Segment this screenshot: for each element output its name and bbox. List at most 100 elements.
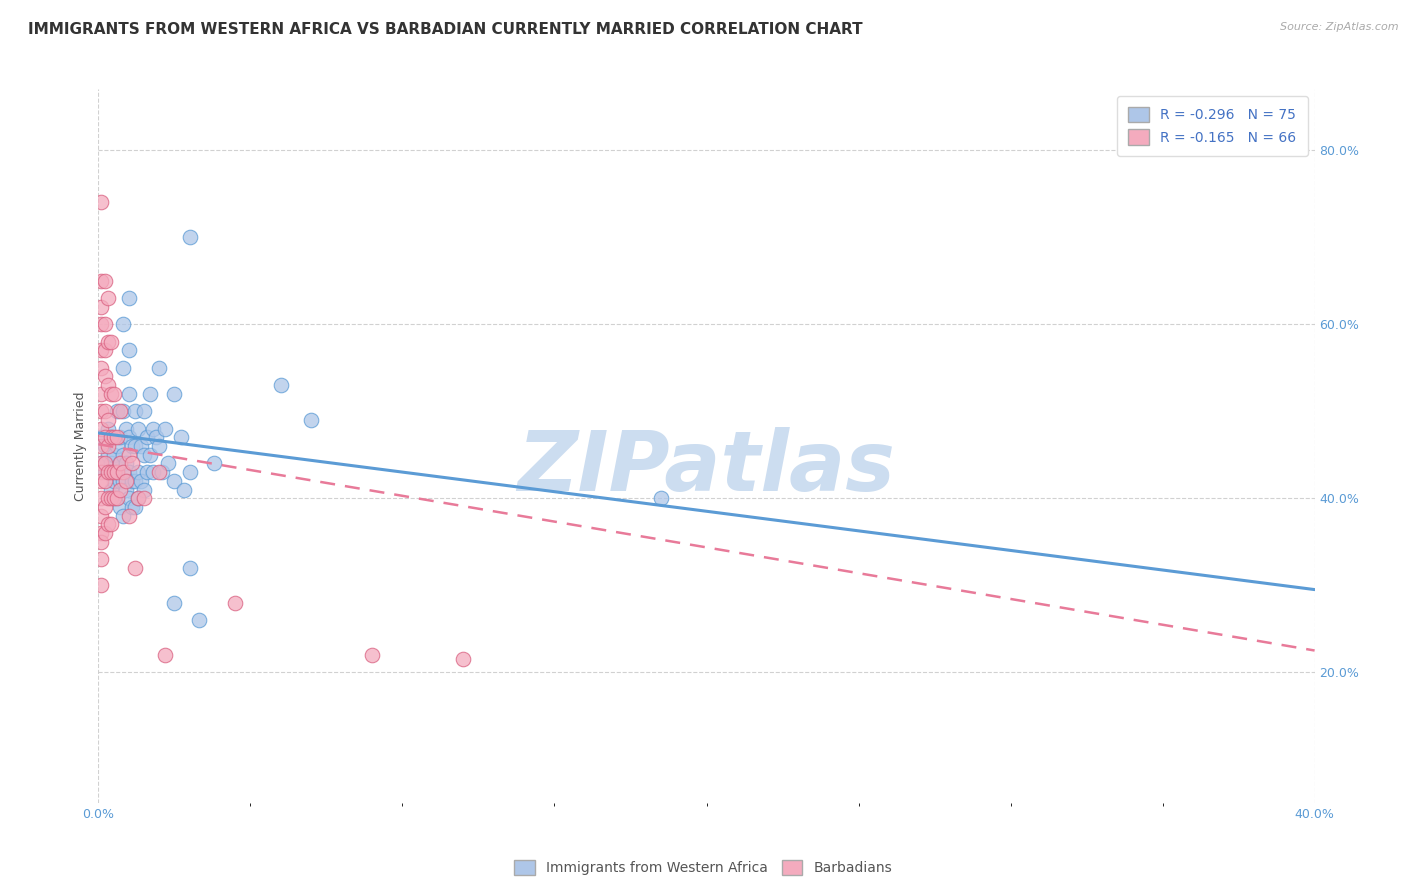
Point — [90, 457, 112, 471]
Point — [124, 500, 146, 514]
Point — [224, 596, 246, 610]
Point — [148, 439, 170, 453]
Point — [118, 448, 141, 462]
Point — [100, 457, 122, 471]
Point — [90, 474, 112, 488]
Point — [157, 457, 180, 471]
Legend: Immigrants from Western Africa, Barbadians: Immigrants from Western Africa, Barbadia… — [508, 855, 898, 880]
Point — [179, 561, 201, 575]
Point — [103, 474, 125, 488]
Point — [148, 360, 170, 375]
Point — [361, 648, 384, 662]
Legend: R = -0.296   N = 75, R = -0.165   N = 66: R = -0.296 N = 75, R = -0.165 N = 66 — [1118, 96, 1308, 156]
Point — [650, 491, 672, 506]
Point — [100, 483, 122, 497]
Point — [103, 491, 125, 506]
Point — [121, 457, 143, 471]
Point — [93, 474, 115, 488]
Point — [108, 457, 131, 471]
Point — [139, 386, 162, 401]
Point — [93, 274, 115, 288]
Point — [202, 457, 225, 471]
Point — [100, 465, 122, 479]
Point — [100, 430, 122, 444]
Point — [124, 474, 146, 488]
Point — [90, 317, 112, 331]
Point — [105, 404, 128, 418]
Point — [148, 465, 170, 479]
Point — [118, 343, 141, 358]
Point — [114, 483, 136, 497]
Point — [108, 474, 131, 488]
Point — [93, 430, 115, 444]
Point — [132, 491, 155, 506]
Point — [114, 421, 136, 435]
Point — [103, 448, 125, 462]
Point — [90, 508, 112, 523]
Point — [93, 343, 115, 358]
Point — [90, 552, 112, 566]
Point — [118, 491, 141, 506]
Point — [90, 430, 112, 444]
Point — [96, 465, 118, 479]
Point — [93, 439, 115, 453]
Point — [127, 465, 149, 479]
Point — [105, 491, 128, 506]
Point — [114, 457, 136, 471]
Point — [105, 465, 128, 479]
Point — [90, 578, 112, 592]
Point — [96, 448, 118, 462]
Point — [103, 430, 125, 444]
Point — [127, 491, 149, 506]
Point — [90, 274, 112, 288]
Point — [111, 508, 134, 523]
Point — [129, 474, 152, 488]
Point — [142, 465, 165, 479]
Point — [100, 334, 122, 349]
Point — [105, 430, 128, 444]
Point — [111, 317, 134, 331]
Point — [96, 491, 118, 506]
Point — [118, 508, 141, 523]
Point — [111, 360, 134, 375]
Point — [105, 439, 128, 453]
Point — [90, 360, 112, 375]
Point — [93, 369, 115, 384]
Point — [93, 465, 115, 479]
Point — [129, 439, 152, 453]
Point — [103, 491, 125, 506]
Point — [118, 386, 141, 401]
Point — [132, 448, 155, 462]
Point — [90, 343, 112, 358]
Point — [118, 291, 141, 305]
Text: Source: ZipAtlas.com: Source: ZipAtlas.com — [1281, 22, 1399, 32]
Point — [118, 430, 141, 444]
Point — [299, 413, 322, 427]
Point — [127, 491, 149, 506]
Point — [93, 457, 115, 471]
Point — [96, 291, 118, 305]
Point — [108, 430, 131, 444]
Point — [155, 421, 177, 435]
Point — [100, 517, 122, 532]
Point — [124, 561, 146, 575]
Point — [105, 465, 128, 479]
Point — [108, 457, 131, 471]
Point — [179, 230, 201, 244]
Point — [90, 457, 112, 471]
Point — [108, 483, 131, 497]
Point — [163, 596, 186, 610]
Point — [111, 465, 134, 479]
Point — [100, 430, 122, 444]
Point — [111, 448, 134, 462]
Point — [150, 465, 173, 479]
Point — [90, 491, 112, 506]
Point — [96, 413, 118, 427]
Point — [90, 526, 112, 541]
Point — [93, 500, 115, 514]
Point — [139, 448, 162, 462]
Point — [96, 378, 118, 392]
Point — [155, 648, 177, 662]
Point — [103, 465, 125, 479]
Point — [121, 474, 143, 488]
